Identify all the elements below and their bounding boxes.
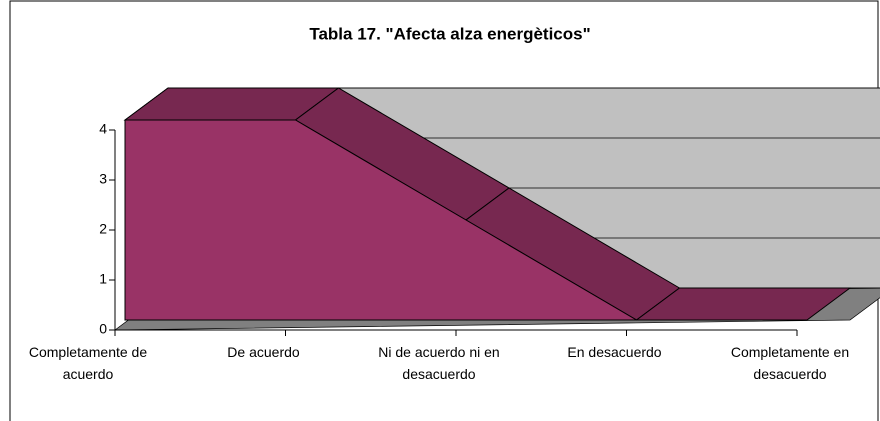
x-tick-label-line: desacuerdo: [402, 366, 475, 382]
y-tick-label: 1: [99, 271, 107, 287]
x-tick-label-line: acuerdo: [63, 366, 114, 382]
area: [124, 119, 807, 321]
y-tick-label: 2: [99, 221, 107, 237]
x-tick-label: Completamente en desacuerdo: [731, 344, 849, 382]
x-tick-label-line: De acuerdo: [227, 344, 300, 360]
y-tick-label: 0: [99, 321, 107, 337]
x-tick-label-line: Ni de acuerdo ni en: [378, 344, 499, 360]
x-tick-label: En desacuerdo: [567, 344, 661, 360]
chart-title: Tabla 17. "Afecta alza energèticos": [309, 24, 590, 43]
x-tick-label: Completamente de acuerdo: [29, 344, 148, 382]
y-tick-label: 3: [99, 171, 107, 187]
x-tick-label-line: desacuerdo: [753, 366, 826, 382]
x-tick-label: Ni de acuerdo ni en desacuerdo: [378, 344, 499, 382]
x-tick-label-line: Completamente de: [29, 344, 148, 360]
x-tick-label: De acuerdo: [227, 344, 300, 360]
x-tick-label-line: En desacuerdo: [567, 344, 661, 360]
y-tick-label: 4: [99, 121, 107, 137]
x-tick-label-line: Completamente en: [731, 344, 849, 360]
